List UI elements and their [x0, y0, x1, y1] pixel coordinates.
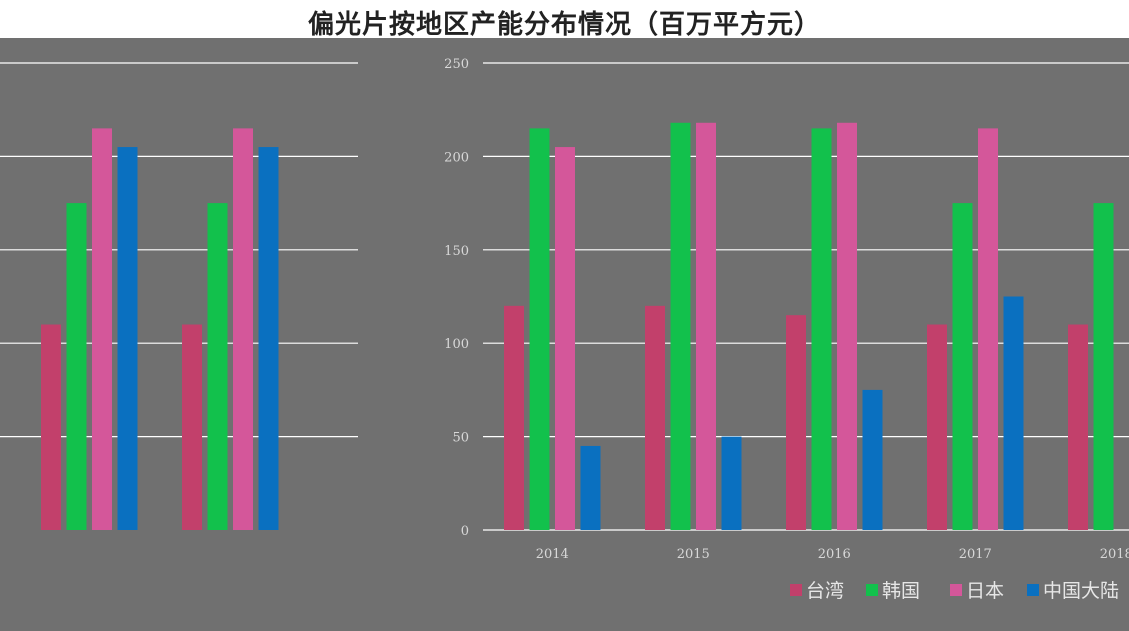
bar [233, 128, 253, 530]
bar [952, 203, 973, 530]
bar [92, 128, 112, 530]
y-tick-label: 250 [444, 57, 469, 72]
bar [1068, 324, 1088, 530]
x-tick-label: 2015 [677, 547, 710, 562]
bar [555, 147, 575, 530]
right-chart-panel: 0 50 100 150 200 250 2014 2015 2016 2017 2018 [444, 57, 1129, 562]
bar [504, 305, 524, 530]
bar [670, 122, 691, 530]
legend-label: 中国大陆 [1043, 580, 1119, 602]
bar [837, 122, 857, 530]
chart-area: 0 50 100 150 200 250 2014 2015 2016 2017 2018 台湾 韩国… [0, 38, 1129, 631]
chart-svg: 0 50 100 150 200 250 2014 2015 2016 2017 2018 台湾 韩国… [0, 57, 1129, 602]
bar [978, 128, 998, 530]
legend-label: 韩国 [882, 580, 920, 602]
legend-swatch [1027, 584, 1039, 596]
bar [811, 128, 832, 530]
legend-swatch [790, 584, 802, 596]
bar [529, 128, 550, 530]
bar [927, 324, 947, 530]
legend-label: 日本 [966, 580, 1004, 602]
legend: 台湾 韩国 日本 中国大陆 [790, 580, 1119, 602]
y-tick-label: 200 [444, 150, 469, 165]
bar [258, 147, 279, 530]
x-tick-label: 2014 [536, 547, 569, 562]
bar [696, 122, 716, 530]
bar [645, 305, 665, 530]
legend-label: 台湾 [806, 580, 844, 602]
bar [182, 324, 202, 530]
bar [117, 147, 138, 530]
legend-swatch [950, 584, 962, 596]
bar [786, 315, 806, 530]
x-tick-label: 2016 [818, 547, 851, 562]
y-tick-label: 100 [444, 337, 469, 352]
bar [862, 389, 883, 530]
chart-title: 偏光片按地区产能分布情况（百万平方元） [307, 10, 821, 40]
left-chart-panel [0, 62, 358, 530]
y-tick-label: 150 [444, 244, 469, 259]
bar [207, 203, 228, 530]
bar [1093, 203, 1114, 530]
bar [41, 324, 61, 530]
bar [721, 436, 742, 530]
bar [580, 445, 601, 530]
y-tick-label: 0 [461, 524, 469, 539]
x-tick-label: 2018 [1100, 547, 1129, 562]
x-tick-label: 2017 [959, 547, 992, 562]
bar [1003, 296, 1024, 530]
bar [66, 203, 87, 530]
legend-swatch [866, 584, 878, 596]
y-tick-label: 50 [452, 431, 469, 446]
